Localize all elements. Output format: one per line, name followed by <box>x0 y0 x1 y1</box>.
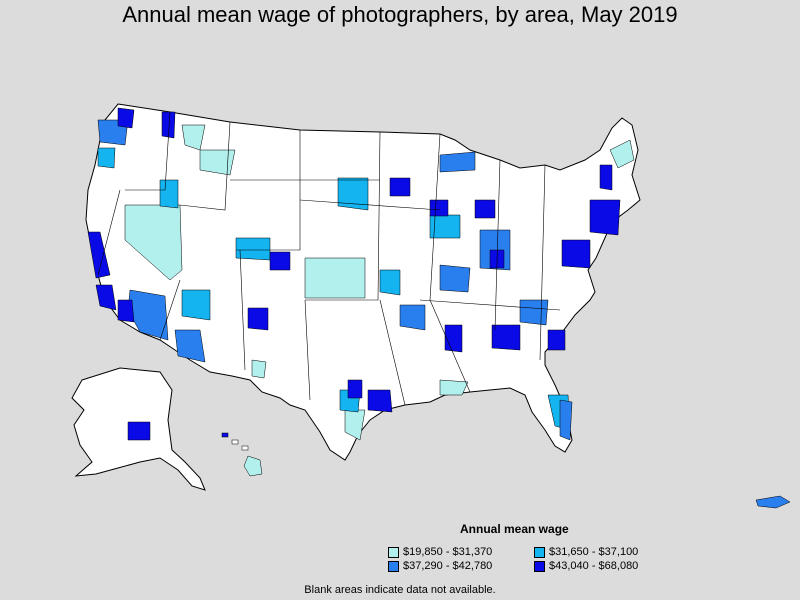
legend-swatch <box>534 560 545 572</box>
map-title: Annual mean wage of photographers, by ar… <box>122 2 678 27</box>
hawaii-islands <box>221 432 263 477</box>
legend-item-2: $31,650 - $37,100 <box>534 546 638 558</box>
footnote: Blank areas indicate data not available. <box>304 584 496 596</box>
legend-swatch <box>388 560 399 572</box>
legend-item-1: $19,850 - $31,370 <box>388 546 492 558</box>
state-borders <box>97 111 561 406</box>
legend-label: $43,040 - $68,080 <box>549 560 639 572</box>
puerto-rico <box>755 495 791 509</box>
legend-item-3: $37,290 - $42,780 <box>388 560 492 572</box>
legend-label: $31,650 - $37,100 <box>549 546 639 558</box>
legend-title: Annual mean wage <box>460 522 569 536</box>
legend-item-4: $43,040 - $68,080 <box>534 560 638 572</box>
wage-regions <box>87 107 635 441</box>
legend-label: $37,290 - $42,780 <box>403 560 493 572</box>
legend-swatch <box>388 546 399 558</box>
legend-label: $19,850 - $31,370 <box>403 546 493 558</box>
legend-swatch <box>534 546 545 558</box>
